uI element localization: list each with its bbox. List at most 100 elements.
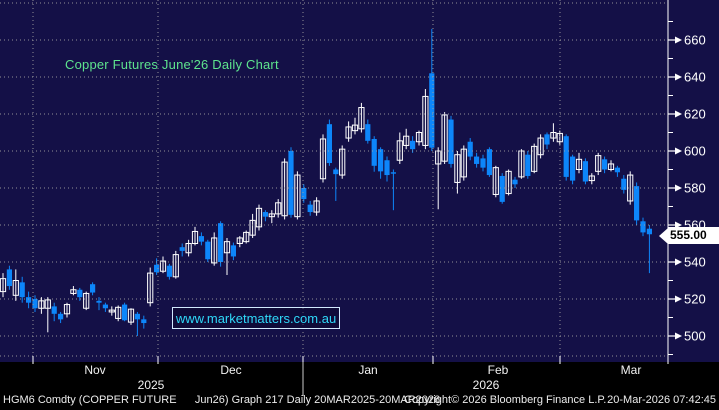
candle-up — [396, 132, 403, 164]
candle-up — [147, 267, 154, 307]
candle-down — [410, 136, 416, 153]
candle-down — [486, 147, 492, 177]
candle-down — [646, 225, 652, 274]
candle-up — [70, 286, 77, 296]
candle-up — [236, 236, 243, 248]
y-axis-label: 660 — [684, 33, 706, 48]
y-axis-label: 620 — [684, 107, 706, 122]
candle-down — [90, 282, 96, 296]
candle-down — [333, 167, 339, 201]
y-axis-label: 580 — [684, 181, 706, 196]
y-axis-tick-arrow-icon — [675, 36, 682, 44]
candle-up — [172, 250, 179, 279]
candle-up — [358, 102, 365, 133]
candle-up — [108, 306, 115, 316]
candle-down — [582, 158, 588, 185]
y-axis-label: 600 — [684, 144, 706, 159]
candle-up — [556, 130, 563, 146]
candle-down — [230, 242, 236, 261]
candle-up — [38, 297, 45, 314]
y-axis-tick-arrow-icon — [675, 221, 682, 229]
candle-up — [294, 171, 301, 220]
candle-down — [365, 119, 371, 144]
chart-title: Copper Futures June'26 Daily Chart — [65, 57, 279, 72]
candle-down — [512, 176, 518, 188]
candle-up — [255, 204, 263, 231]
candle-up — [127, 308, 135, 325]
candle-up — [0, 273, 7, 298]
candle-down — [58, 311, 64, 324]
candle-down — [474, 152, 480, 168]
watermark-box: www.marketmatters.com.au — [172, 307, 340, 329]
candle-down — [218, 221, 224, 267]
candle-down — [326, 119, 332, 166]
candle-down — [621, 175, 627, 194]
candle-down — [102, 302, 108, 312]
y-axis-tick-arrow-icon — [675, 147, 682, 155]
candle-down — [390, 169, 396, 211]
candle-up — [435, 147, 442, 210]
candle-down — [384, 156, 390, 182]
candle-up — [281, 158, 288, 220]
candle-up — [275, 199, 282, 218]
candle-up — [319, 134, 327, 183]
y-axis-tick-arrow-icon — [675, 295, 682, 303]
candle-down — [307, 200, 313, 216]
candle-down — [205, 239, 211, 262]
x-axis-month-label: Nov — [84, 363, 106, 377]
candle-up — [588, 173, 595, 185]
candle-down — [154, 258, 160, 275]
candle-up — [223, 237, 231, 275]
y-axis-tick-arrow-icon — [675, 184, 682, 192]
candle-down — [634, 182, 640, 225]
candle-up — [422, 89, 429, 150]
y-axis-label: 640 — [684, 70, 706, 85]
candle-up — [351, 117, 359, 135]
candle-up — [505, 169, 512, 196]
y-axis-label: 500 — [684, 329, 706, 344]
footer-background — [0, 362, 719, 410]
x-axis-month-label: Feb — [487, 363, 509, 377]
candle-down — [198, 232, 204, 246]
candle-up — [518, 149, 525, 179]
candle-down — [166, 263, 172, 280]
candle-up — [44, 297, 51, 333]
candle-up — [460, 145, 467, 181]
candle-up — [441, 112, 448, 164]
candle-up — [159, 256, 167, 274]
candle-down — [378, 147, 384, 179]
y-axis-label: 520 — [684, 292, 706, 307]
candle-down — [262, 210, 268, 222]
candle-up — [345, 121, 352, 142]
footer-copyright: Copyright© 2026 Bloomberg Finance L.P. — [404, 394, 607, 406]
last-price-marker: 555.00 — [659, 227, 719, 244]
candle-up — [115, 305, 122, 322]
candle-down — [141, 315, 147, 329]
candle-down — [51, 302, 57, 322]
grid-layer — [0, 0, 668, 357]
candle-up — [83, 291, 90, 311]
candle-up — [607, 160, 615, 172]
candle-down — [6, 265, 12, 290]
candle-up — [403, 128, 410, 150]
x-axis-year-label: 2026 — [472, 378, 500, 392]
candle-up — [537, 134, 544, 159]
y-axis-tick-arrow-icon — [675, 258, 682, 266]
candle-down — [19, 276, 25, 303]
x-axis-month-label: Dec — [220, 363, 242, 377]
candle-up — [575, 152, 583, 174]
footer-timestamp: 20-Mar-2026 07:42:45 — [607, 394, 716, 406]
candle-up — [339, 145, 346, 179]
candle-down — [499, 173, 505, 204]
candle-up — [595, 152, 602, 176]
candle-down — [563, 134, 569, 181]
candles-layer — [0, 28, 652, 336]
candle-up — [63, 302, 71, 318]
candle-down — [122, 302, 128, 322]
candle-up — [249, 213, 256, 238]
candle-down — [467, 138, 473, 161]
candle-down — [614, 165, 620, 177]
y-axis-label: 540 — [684, 255, 706, 270]
